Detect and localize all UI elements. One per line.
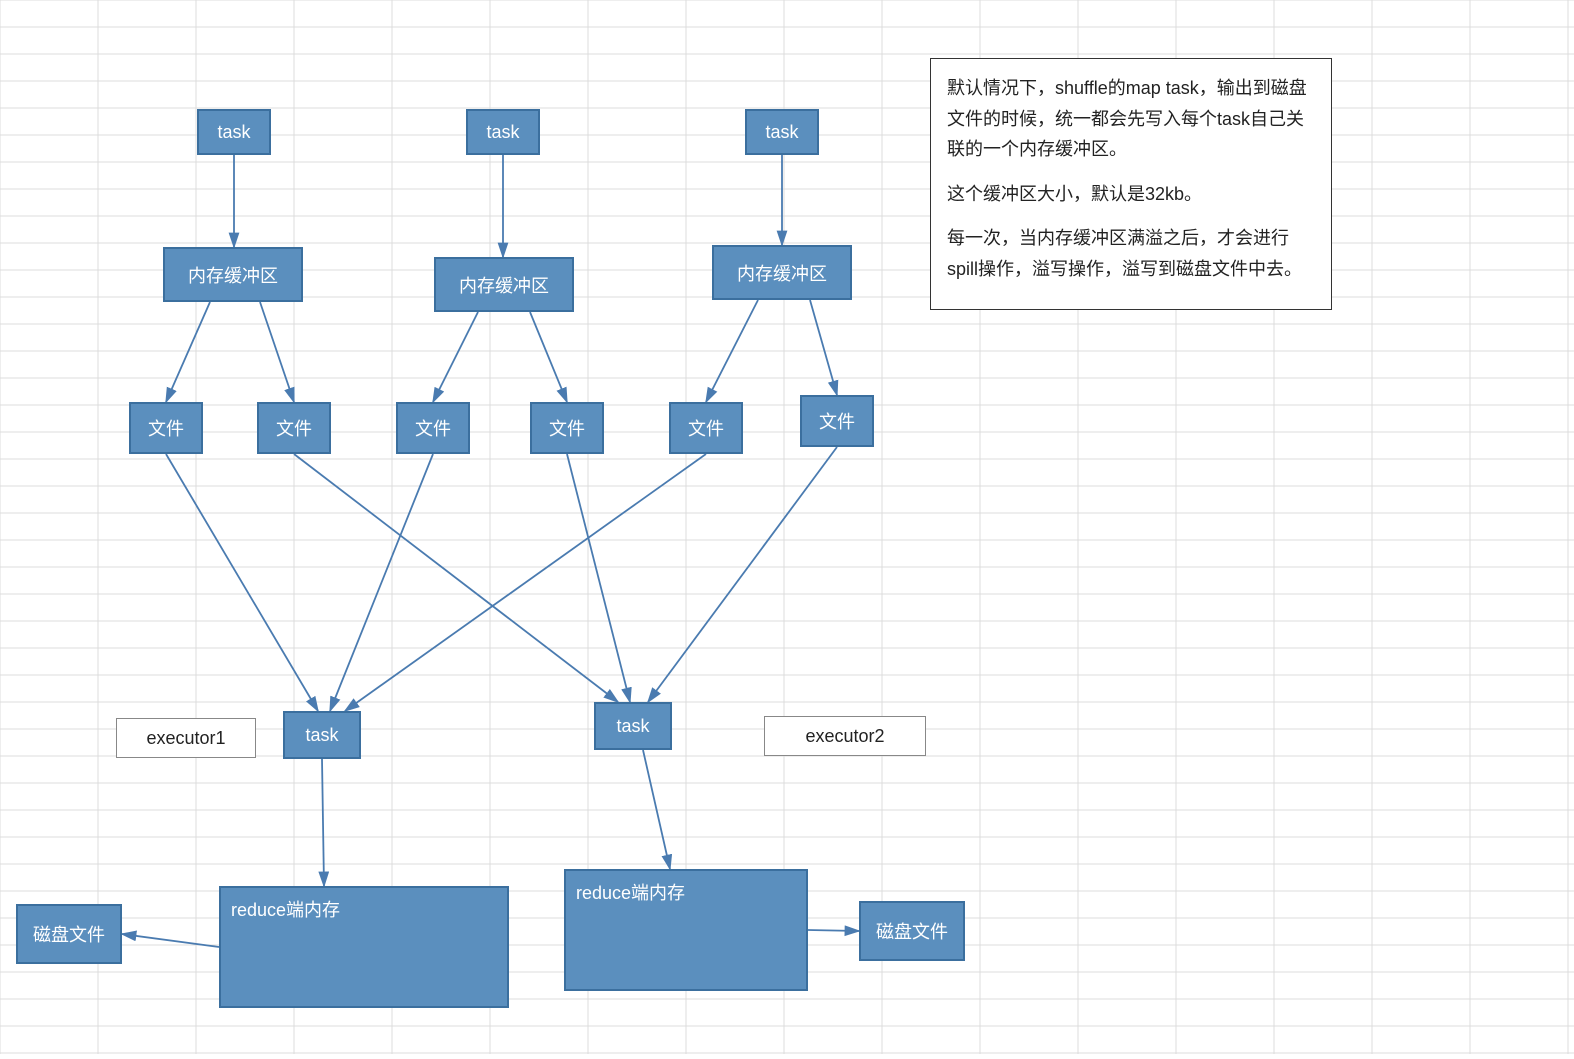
diagram-layer: task task task 内存缓冲区 内存缓冲区 内存缓冲区文件 文件 文件 文件 文件 文件 e…: [0, 0, 1574, 1054]
node-file1: 文件: [129, 402, 203, 454]
node-label: 文件: [148, 415, 184, 441]
node-label: executor2: [805, 726, 884, 747]
node-label: 内存缓冲区: [737, 260, 827, 286]
node-file6: 文件: [800, 395, 874, 447]
node-reduce2: reduce端内存: [564, 869, 808, 991]
node-label: 文件: [819, 408, 855, 434]
node-rtask2: task: [594, 702, 672, 750]
node-label: task: [765, 122, 798, 143]
node-label: reduce端内存: [231, 896, 340, 922]
node-rtask1: task: [283, 711, 361, 759]
node-label: task: [486, 122, 519, 143]
annotation-line: 每一次，当内存缓冲区满溢之后，才会进行spill操作，溢写操作，溢写到磁盘文件中…: [947, 223, 1315, 284]
node-disk1: 磁盘文件: [16, 904, 122, 964]
node-label: task: [616, 716, 649, 737]
node-task3: task: [745, 109, 819, 155]
annotation-line: 默认情况下，shuffle的map task，输出到磁盘文件的时候，统一都会先写…: [947, 73, 1315, 165]
annotation-line: 这个缓冲区大小，默认是32kb。: [947, 179, 1315, 210]
node-label: executor1: [146, 728, 225, 749]
node-label: 内存缓冲区: [188, 262, 278, 288]
node-label: task: [217, 122, 250, 143]
node-buf2: 内存缓冲区: [434, 257, 574, 312]
node-file3: 文件: [396, 402, 470, 454]
node-label: 文件: [415, 415, 451, 441]
node-label: task: [305, 725, 338, 746]
node-exec2: executor2: [764, 716, 926, 756]
node-buf3: 内存缓冲区: [712, 245, 852, 300]
node-file4: 文件: [530, 402, 604, 454]
node-label: 磁盘文件: [33, 921, 105, 947]
node-buf1: 内存缓冲区: [163, 247, 303, 302]
node-file2: 文件: [257, 402, 331, 454]
node-reduce1: reduce端内存: [219, 886, 509, 1008]
node-file5: 文件: [669, 402, 743, 454]
node-task2: task: [466, 109, 540, 155]
node-label: 磁盘文件: [876, 918, 948, 944]
node-disk2: 磁盘文件: [859, 901, 965, 961]
node-exec1: executor1: [116, 718, 256, 758]
node-label: 文件: [276, 415, 312, 441]
node-label: reduce端内存: [576, 879, 685, 905]
node-task1: task: [197, 109, 271, 155]
node-label: 文件: [549, 415, 585, 441]
node-label: 文件: [688, 415, 724, 441]
node-label: 内存缓冲区: [459, 272, 549, 298]
annotation-box: 默认情况下，shuffle的map task，输出到磁盘文件的时候，统一都会先写…: [930, 58, 1332, 310]
